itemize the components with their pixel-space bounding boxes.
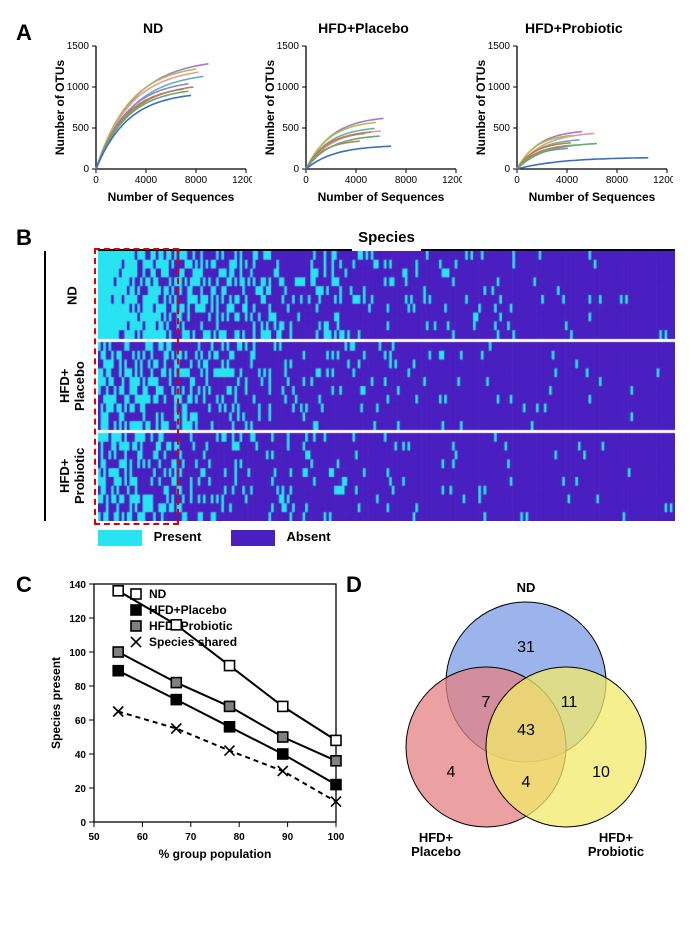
species-axis-label: Species xyxy=(98,229,675,249)
legend-present-label: Present xyxy=(154,529,202,544)
svg-text:HFD+Probiotic: HFD+Probiotic xyxy=(149,619,233,633)
rarefaction-plot-probiotic: 0 4000 8000 12000 0 500 1000 1500 Number of Sequ… xyxy=(473,40,673,205)
svg-text:0: 0 xyxy=(83,164,89,175)
rarefaction-title-probiotic: HFD+Probiotic xyxy=(473,20,675,36)
svg-text:Number of OTUs: Number of OTUs xyxy=(474,60,488,156)
svg-text:100: 100 xyxy=(69,648,86,659)
svg-text:43: 43 xyxy=(517,722,535,739)
venn-diagram: 31 4 10 7 11 4 43 ND HFD+Placebo HFD+Probiotic xyxy=(376,572,676,862)
panel-b: B Species ND HFD+ Placebo HFD+ Probiotic… xyxy=(16,225,675,546)
svg-text:60: 60 xyxy=(75,716,87,727)
svg-text:12000: 12000 xyxy=(442,175,462,186)
rarefaction-plot-nd: 0 4000 8000 12000 0 500 1000 1500 Number of Sequ… xyxy=(52,40,252,205)
rarefaction-plot-placebo: 0 4000 8000 12000 0 500 1000 1500 Number of Sequ… xyxy=(262,40,462,205)
svg-text:500: 500 xyxy=(283,123,300,134)
svg-text:10: 10 xyxy=(592,764,610,781)
svg-text:70: 70 xyxy=(185,832,197,843)
species-present-chart: 50 60 70 80 90 100 0 20 40 60 80 100 120 140 % group p… xyxy=(46,572,346,862)
svg-text:HFD+Probiotic: HFD+Probiotic xyxy=(588,830,644,859)
svg-text:Number of OTUs: Number of OTUs xyxy=(53,60,67,156)
legend-absent: Absent xyxy=(231,529,330,546)
svg-text:0: 0 xyxy=(93,175,99,186)
rarefaction-probiotic: HFD+Probiotic 0 4000 8000 12000 0 500 1000 1500… xyxy=(473,20,675,205)
row-label-nd: ND xyxy=(44,251,98,341)
panel-a-label: A xyxy=(16,20,44,46)
panel-c-label: C xyxy=(16,572,46,862)
legend-absent-label: Absent xyxy=(286,529,330,544)
swatch-absent xyxy=(231,530,275,546)
svg-text:8000: 8000 xyxy=(395,175,418,186)
svg-text:80: 80 xyxy=(75,682,87,693)
svg-text:0: 0 xyxy=(304,175,310,186)
svg-text:4: 4 xyxy=(447,764,456,781)
svg-text:4000: 4000 xyxy=(556,175,579,186)
svg-text:4000: 4000 xyxy=(345,175,368,186)
svg-text:% group population: % group population xyxy=(159,847,272,861)
svg-text:1500: 1500 xyxy=(277,41,300,52)
svg-text:7: 7 xyxy=(482,694,491,711)
panel-b-label: B xyxy=(16,225,44,251)
svg-text:0: 0 xyxy=(514,175,520,186)
svg-text:HFD+Placebo: HFD+Placebo xyxy=(411,830,461,859)
legend-present: Present xyxy=(98,529,201,546)
rarefaction-title-placebo: HFD+Placebo xyxy=(262,20,464,36)
svg-text:120: 120 xyxy=(69,614,86,625)
svg-text:Number of Sequences: Number of Sequences xyxy=(528,190,655,204)
svg-text:0: 0 xyxy=(504,164,510,175)
svg-text:ND: ND xyxy=(517,580,536,595)
rarefaction-nd: ND 0 4000 8000 12000 0 500 1000 1500 Number of S… xyxy=(52,20,254,205)
svg-text:0: 0 xyxy=(294,164,300,175)
panel-d-label: D xyxy=(346,572,376,862)
svg-text:20: 20 xyxy=(75,784,87,795)
heatmap-container: ND HFD+ Placebo HFD+ Probiotic xyxy=(16,251,675,521)
rarefaction-placebo: HFD+Placebo 04000800012000050010001500Nu… xyxy=(262,20,464,205)
svg-text:1500: 1500 xyxy=(67,41,90,52)
svg-text:40: 40 xyxy=(75,750,87,761)
heatmap-row-labels: ND HFD+ Placebo HFD+ Probiotic xyxy=(44,251,98,521)
svg-text:8000: 8000 xyxy=(606,175,629,186)
svg-text:50: 50 xyxy=(88,832,100,843)
svg-text:500: 500 xyxy=(72,123,89,134)
swatch-present xyxy=(98,530,142,546)
heatmap-legend: Present Absent xyxy=(98,529,675,546)
svg-text:90: 90 xyxy=(282,832,294,843)
svg-text:12000: 12000 xyxy=(653,175,673,186)
heatmap-wrap xyxy=(98,251,675,521)
svg-text:Number of Sequences: Number of Sequences xyxy=(318,190,445,204)
row-label-placebo: HFD+ Placebo xyxy=(44,341,98,431)
svg-text:1500: 1500 xyxy=(487,41,510,52)
svg-text:8000: 8000 xyxy=(185,175,208,186)
svg-text:140: 140 xyxy=(69,580,86,591)
svg-text:Number of OTUs: Number of OTUs xyxy=(263,60,277,156)
svg-text:Number of Sequences: Number of Sequences xyxy=(108,190,235,204)
svg-text:Species present: Species present xyxy=(49,657,63,749)
svg-text:60: 60 xyxy=(137,832,149,843)
svg-text:31: 31 xyxy=(517,639,535,656)
row-label-probiotic: HFD+ Probiotic xyxy=(44,431,98,521)
svg-text:0: 0 xyxy=(80,818,86,829)
svg-text:4: 4 xyxy=(522,774,531,791)
svg-text:500: 500 xyxy=(493,123,510,134)
svg-text:1000: 1000 xyxy=(67,82,90,93)
svg-text:11: 11 xyxy=(561,694,578,711)
svg-text:ND: ND xyxy=(149,587,167,601)
svg-text:1000: 1000 xyxy=(487,82,510,93)
panel-a: A ND 04000800012000050010001500Number of… xyxy=(16,20,675,205)
svg-text:1000: 1000 xyxy=(277,82,300,93)
svg-text:100: 100 xyxy=(328,832,345,843)
rarefaction-title-nd: ND xyxy=(52,20,254,36)
svg-text:4000: 4000 xyxy=(135,175,158,186)
svg-text:12000: 12000 xyxy=(232,175,252,186)
svg-text:80: 80 xyxy=(234,832,246,843)
heatmap-canvas xyxy=(98,251,675,521)
